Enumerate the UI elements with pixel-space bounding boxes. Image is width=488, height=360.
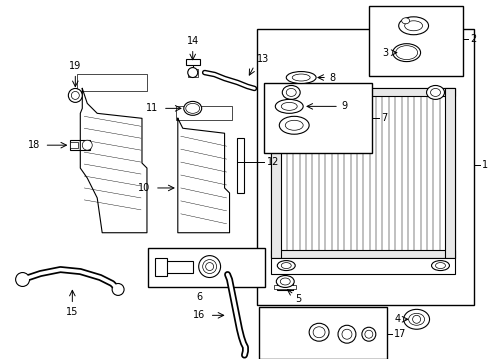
Ellipse shape [280, 278, 290, 285]
Text: 9: 9 [340, 102, 346, 111]
Bar [271, 249, 454, 258]
Text: 15: 15 [66, 307, 79, 318]
Ellipse shape [398, 17, 427, 35]
Ellipse shape [308, 323, 328, 341]
Bar [271, 89, 454, 96]
Bar [185, 59, 199, 64]
Bar [158, 261, 192, 273]
Ellipse shape [275, 99, 303, 113]
Text: 13: 13 [257, 54, 269, 64]
Bar [70, 142, 78, 148]
Text: 10: 10 [138, 183, 150, 193]
Bar [257, 29, 473, 305]
Ellipse shape [185, 103, 199, 113]
Bar [274, 285, 296, 289]
Ellipse shape [395, 46, 417, 60]
Ellipse shape [337, 325, 355, 343]
Circle shape [16, 273, 29, 287]
Ellipse shape [398, 48, 414, 58]
Text: 6: 6 [196, 292, 203, 302]
Ellipse shape [68, 89, 82, 102]
Bar [368, 6, 463, 76]
Ellipse shape [198, 256, 220, 278]
Ellipse shape [82, 140, 92, 150]
Ellipse shape [408, 313, 424, 325]
Text: 18: 18 [28, 140, 41, 150]
Ellipse shape [430, 261, 448, 271]
Ellipse shape [403, 309, 428, 329]
Ellipse shape [404, 21, 422, 31]
Ellipse shape [71, 91, 79, 99]
Bar [445, 89, 454, 258]
Bar [148, 248, 265, 288]
Text: 1: 1 [481, 160, 488, 170]
Ellipse shape [364, 330, 372, 338]
Ellipse shape [435, 262, 445, 269]
Ellipse shape [292, 74, 309, 81]
Text: 12: 12 [267, 157, 279, 167]
Ellipse shape [401, 18, 409, 24]
Bar [264, 84, 371, 153]
Bar [155, 258, 166, 275]
Text: 2: 2 [469, 34, 476, 44]
Ellipse shape [285, 72, 315, 84]
Ellipse shape [277, 261, 295, 271]
Ellipse shape [205, 262, 213, 271]
Ellipse shape [361, 327, 375, 341]
Ellipse shape [183, 102, 201, 115]
Bar [77, 73, 147, 91]
Text: 17: 17 [393, 329, 405, 339]
Text: 3: 3 [382, 48, 388, 58]
Ellipse shape [187, 68, 197, 77]
Text: 8: 8 [328, 72, 334, 82]
Bar [176, 106, 231, 120]
Text: 7: 7 [380, 113, 386, 123]
Bar [271, 258, 454, 274]
Ellipse shape [281, 262, 291, 269]
Bar [271, 89, 454, 258]
Bar [236, 138, 244, 193]
Text: 4: 4 [394, 314, 400, 324]
Ellipse shape [187, 104, 197, 112]
Bar [70, 140, 90, 150]
Text: 14: 14 [186, 36, 199, 46]
Circle shape [112, 283, 124, 296]
Ellipse shape [285, 120, 303, 130]
Ellipse shape [281, 102, 297, 111]
Text: 11: 11 [145, 103, 158, 113]
Bar [271, 89, 281, 258]
Bar [277, 283, 293, 291]
Ellipse shape [312, 327, 325, 338]
Ellipse shape [282, 85, 300, 99]
Text: 19: 19 [69, 60, 81, 71]
Ellipse shape [285, 89, 296, 96]
Ellipse shape [341, 329, 351, 339]
Ellipse shape [412, 315, 420, 323]
Ellipse shape [279, 116, 308, 134]
Text: 16: 16 [193, 310, 205, 320]
Bar [187, 68, 197, 77]
Ellipse shape [392, 44, 420, 62]
Ellipse shape [426, 85, 444, 99]
Text: 5: 5 [295, 294, 301, 305]
Bar [259, 307, 386, 359]
Ellipse shape [429, 89, 440, 96]
Ellipse shape [202, 260, 216, 274]
Ellipse shape [276, 275, 294, 288]
